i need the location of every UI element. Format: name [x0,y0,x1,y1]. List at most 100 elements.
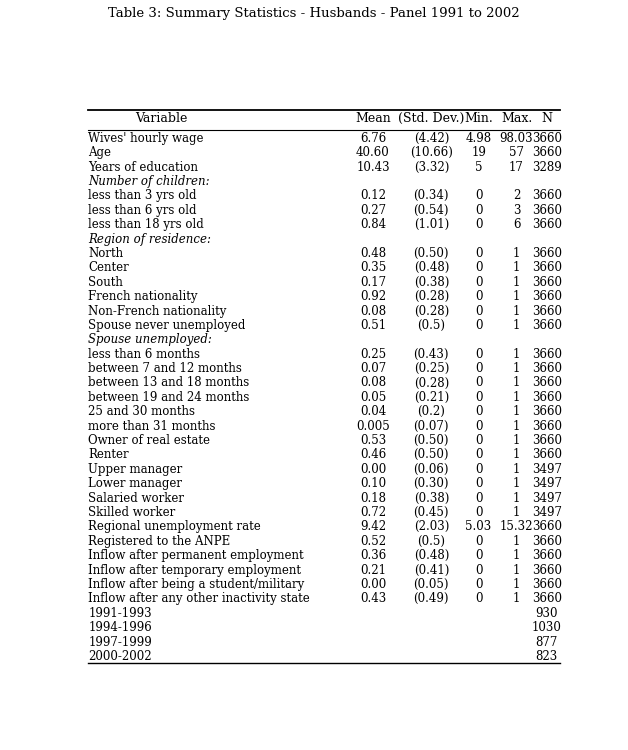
Text: 3660: 3660 [532,132,561,145]
Text: Inflow after being a student/military: Inflow after being a student/military [88,578,305,591]
Text: (0.28): (0.28) [414,290,449,303]
Text: N: N [541,112,552,125]
Text: 3660: 3660 [532,420,561,433]
Text: 0.72: 0.72 [360,506,386,519]
Text: 3: 3 [513,204,520,217]
Text: (0.49): (0.49) [414,592,449,605]
Text: 3660: 3660 [532,290,561,303]
Text: Upper manager: Upper manager [88,463,183,476]
Text: 3660: 3660 [532,592,561,605]
Text: 0.36: 0.36 [360,549,386,562]
Text: 6.76: 6.76 [360,132,386,145]
Text: between 7 and 12 months: between 7 and 12 months [88,362,242,375]
Text: 3660: 3660 [532,146,561,159]
Text: 0: 0 [475,362,482,375]
Text: (0.54): (0.54) [414,204,449,217]
Text: 1: 1 [513,276,520,289]
Text: 3289: 3289 [532,160,561,173]
Text: 0: 0 [475,348,482,361]
Text: 0: 0 [475,319,482,332]
Text: 0: 0 [475,218,482,231]
Text: more than 31 months: more than 31 months [88,420,216,433]
Text: 1: 1 [513,348,520,361]
Text: (0.38): (0.38) [414,491,449,505]
Text: 3660: 3660 [532,563,561,577]
Text: 1: 1 [513,420,520,433]
Text: (0.48): (0.48) [414,549,449,562]
Text: 823: 823 [536,650,558,663]
Text: 0: 0 [475,448,482,461]
Text: 1: 1 [513,535,520,548]
Text: Years of education: Years of education [88,160,198,173]
Text: 0: 0 [475,477,482,490]
Text: 0.52: 0.52 [360,535,386,548]
Text: Spouse never unemployed: Spouse never unemployed [88,319,246,332]
Text: Max.: Max. [501,112,532,125]
Text: 0.21: 0.21 [360,563,386,577]
Text: 0: 0 [475,491,482,505]
Text: 3660: 3660 [532,204,561,217]
Text: 3660: 3660 [532,549,561,562]
Text: Variable: Variable [135,112,187,125]
Text: 1994-1996: 1994-1996 [88,621,152,634]
Text: Number of children:: Number of children: [88,175,210,188]
Text: Min.: Min. [464,112,493,125]
Text: 0.00: 0.00 [360,463,386,476]
Text: 0.10: 0.10 [360,477,386,490]
Text: 3660: 3660 [532,362,561,375]
Text: French nationality: French nationality [88,290,198,303]
Text: (0.50): (0.50) [414,247,449,260]
Text: Salaried worker: Salaried worker [88,491,184,505]
Text: 0.005: 0.005 [356,420,390,433]
Text: 1: 1 [513,463,520,476]
Text: 3660: 3660 [532,391,561,404]
Text: 0: 0 [475,261,482,274]
Text: 0: 0 [475,463,482,476]
Text: Skilled worker: Skilled worker [88,506,175,519]
Text: 1: 1 [513,448,520,461]
Text: (0.48): (0.48) [414,261,449,274]
Text: 0.48: 0.48 [360,247,386,260]
Text: 19: 19 [471,146,486,159]
Text: 0: 0 [475,391,482,404]
Text: 3660: 3660 [532,247,561,260]
Text: 1997-1999: 1997-1999 [88,635,152,649]
Text: (0.05): (0.05) [414,578,449,591]
Text: 0.05: 0.05 [360,391,386,404]
Text: Region of residence:: Region of residence: [88,232,211,245]
Text: 1: 1 [513,506,520,519]
Text: 1: 1 [513,391,520,404]
Text: 1991-1993: 1991-1993 [88,607,152,619]
Text: 0.43: 0.43 [360,592,386,605]
Text: between 13 and 18 months: between 13 and 18 months [88,376,249,389]
Text: 0: 0 [475,434,482,447]
Text: (0.50): (0.50) [414,434,449,447]
Text: 0: 0 [475,376,482,389]
Text: 0: 0 [475,549,482,562]
Text: Inflow after temporary employment: Inflow after temporary employment [88,563,301,577]
Text: (0.30): (0.30) [414,477,449,490]
Text: 0.92: 0.92 [360,290,386,303]
Text: 4.98: 4.98 [465,132,492,145]
Text: (0.2): (0.2) [418,405,445,418]
Text: 0.18: 0.18 [360,491,386,505]
Text: 1: 1 [513,290,520,303]
Text: 930: 930 [536,607,558,619]
Text: 3497: 3497 [532,477,561,490]
Text: 3660: 3660 [532,319,561,332]
Text: 1: 1 [513,304,520,317]
Text: 1: 1 [513,491,520,505]
Text: (0.5): (0.5) [418,319,445,332]
Text: (0.34): (0.34) [414,190,449,202]
Text: (0.25): (0.25) [414,362,449,375]
Text: 0.53: 0.53 [360,434,386,447]
Text: 3660: 3660 [532,261,561,274]
Text: less than 3 yrs old: less than 3 yrs old [88,190,197,202]
Text: 0: 0 [475,506,482,519]
Text: (0.43): (0.43) [414,348,449,361]
Text: Wives' hourly wage: Wives' hourly wage [88,132,203,145]
Text: (Std. Dev.): (Std. Dev.) [398,112,465,125]
Text: (0.06): (0.06) [414,463,449,476]
Text: 40.60: 40.60 [356,146,390,159]
Text: (0.07): (0.07) [414,420,449,433]
